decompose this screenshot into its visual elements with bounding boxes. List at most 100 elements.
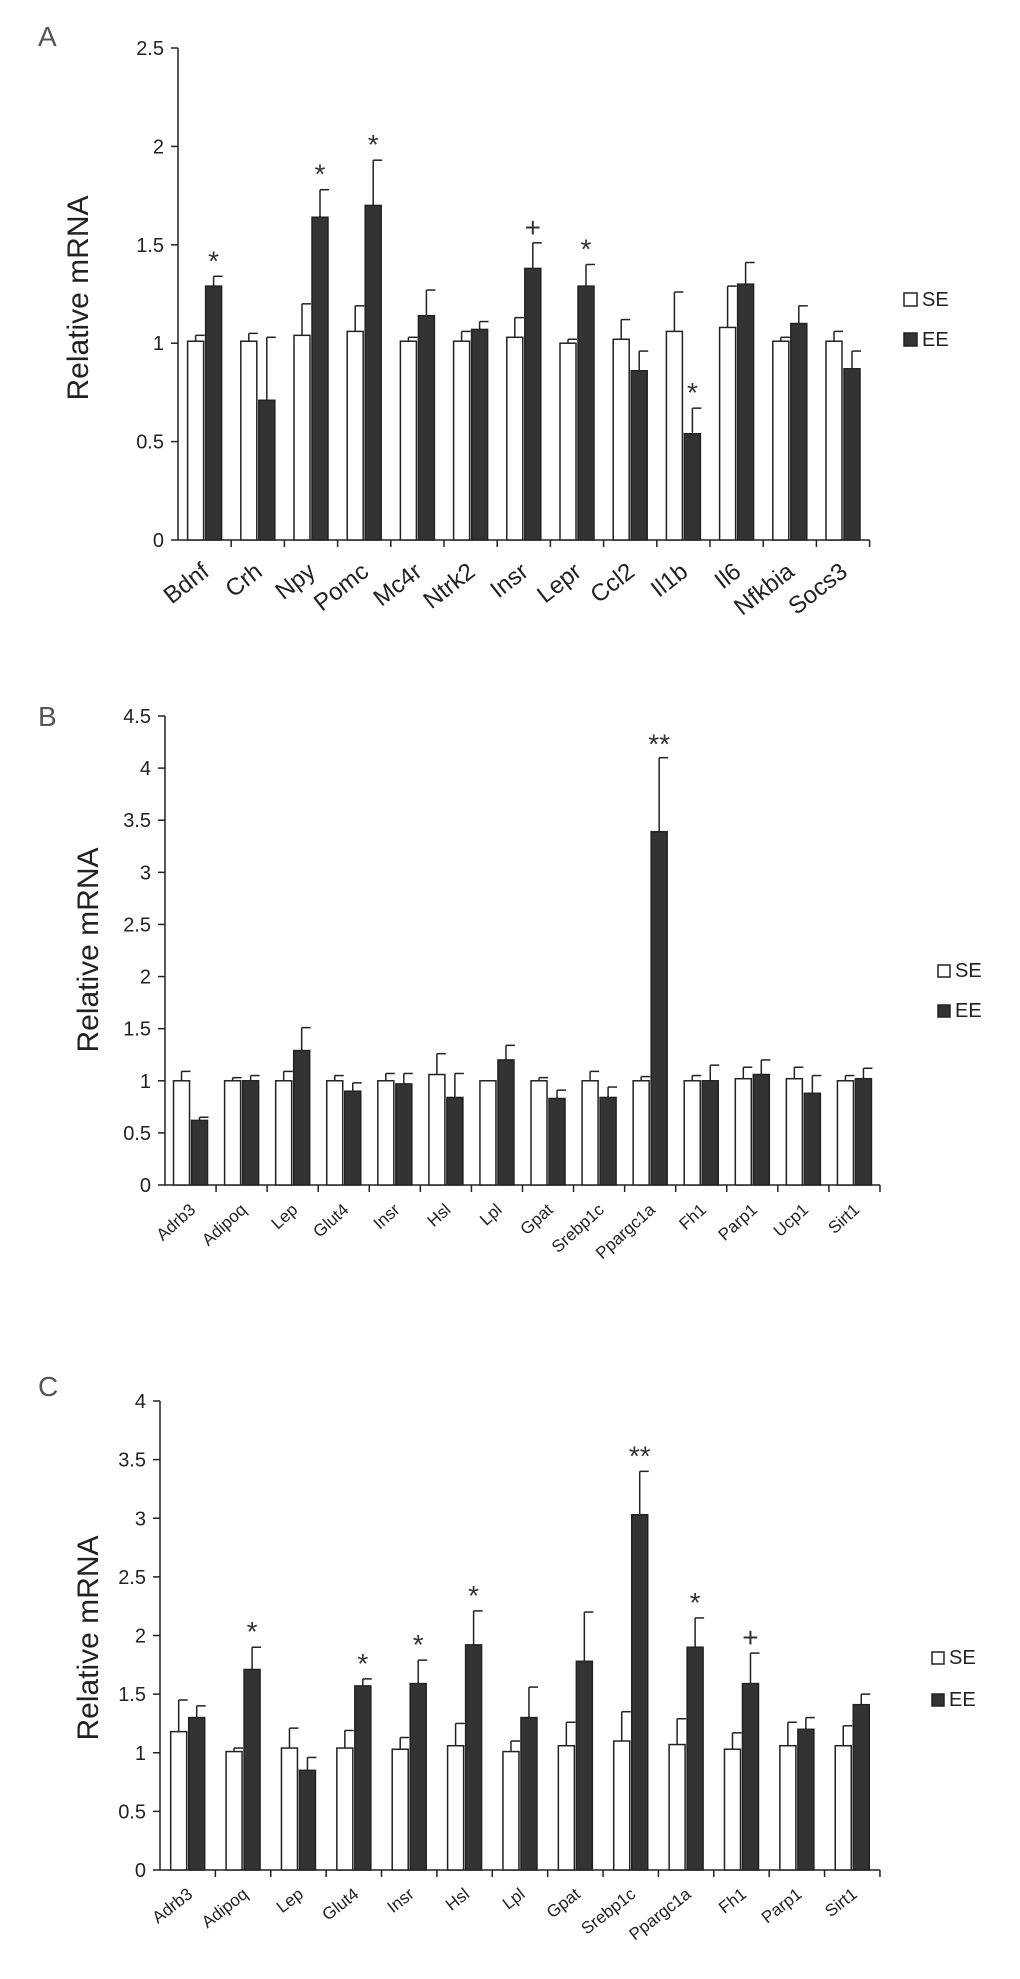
bar-se-lep — [280, 1747, 299, 1871]
bar-ee-parp1 — [752, 1073, 771, 1186]
x-tick-label-a: Lepr — [532, 558, 586, 609]
bar-ee-npy — [311, 216, 329, 541]
y-tick-label-b: 1 — [140, 1071, 151, 1093]
significance-marker: * — [468, 1580, 479, 1611]
y-tick-label-a: 1.5 — [136, 235, 164, 257]
bar-ee-nfkbia — [790, 322, 808, 541]
x-tick-label-a: Insr — [485, 558, 533, 604]
x-tick-label-c: Lep — [273, 1884, 307, 1916]
significance-marker: * — [357, 1648, 368, 1679]
significance-marker: * — [690, 1587, 701, 1618]
legend-swatch-se — [903, 292, 918, 307]
bar-ee-insr — [409, 1682, 427, 1871]
y-tick-label-b: 3 — [140, 862, 151, 884]
y-axis-title-a: Relative mRNA — [62, 195, 95, 400]
bar-se-insr — [377, 1080, 395, 1186]
y-tick-label-c: 1.5 — [118, 1684, 146, 1706]
y-tick-label-b: 0.5 — [123, 1123, 151, 1145]
bar-se-mc4r — [399, 340, 418, 541]
bar-ee-fh1 — [741, 1682, 760, 1871]
legend-swatch-se — [931, 1651, 945, 1665]
y-tick-label-c: 0 — [135, 1860, 146, 1882]
significance-marker: * — [208, 245, 219, 276]
legend-swatch-ee — [931, 1693, 945, 1707]
y-tick-label-a: 1 — [153, 333, 164, 355]
bar-ee-mc4r — [417, 314, 436, 541]
bar-se-adipoq — [223, 1080, 242, 1186]
y-tick-label-b: 2 — [140, 967, 151, 989]
bar-ee-gpat — [575, 1660, 594, 1871]
x-tick-label-a: Crh — [220, 558, 267, 603]
x-tick-label-c: Sirt1 — [821, 1884, 860, 1921]
y-tick-label-b: 4.5 — [123, 706, 151, 728]
bar-ee-adrb3 — [187, 1716, 206, 1871]
bar-se-gpat — [557, 1744, 576, 1871]
y-tick-label-a: 2 — [153, 136, 164, 158]
bar-se-pomc — [346, 330, 364, 541]
x-tick-label-b: Parp1 — [715, 1200, 761, 1244]
bar-se-glut4 — [336, 1747, 354, 1871]
bar-se-ppargc1a — [632, 1080, 650, 1186]
significance-marker: + — [742, 1622, 758, 1653]
bar-se-nfkbia — [772, 340, 790, 541]
bar-ee-ppargc1a — [650, 830, 668, 1186]
bar-se-srebp1c — [581, 1080, 599, 1186]
bar-ee-ucp1 — [803, 1092, 822, 1186]
bar-se-lpl — [479, 1080, 497, 1186]
bar-se-adipoq — [225, 1750, 243, 1871]
panel-label-a: A — [38, 21, 57, 52]
bar-se-il1b — [665, 330, 684, 541]
bar-se-ntrk2 — [452, 340, 471, 541]
bar-ee-lep — [298, 1769, 317, 1871]
x-tick-label-b: Lep — [268, 1200, 302, 1233]
x-tick-label-c: Glut4 — [319, 1884, 363, 1924]
x-tick-label-c: Gpat — [543, 1884, 584, 1922]
bar-ee-ppargc1a — [686, 1646, 704, 1871]
bar-se-adrb3 — [169, 1730, 188, 1871]
x-tick-label-c: Parp1 — [758, 1884, 805, 1927]
bar-se-crh — [240, 340, 258, 541]
x-tick-label-a: Ntrk2 — [418, 558, 480, 615]
bar-ee-pomc — [364, 204, 382, 541]
bar-ee-srebp1c — [630, 1513, 649, 1871]
bar-ee-crh — [258, 399, 276, 541]
bar-ee-bdnf — [204, 285, 223, 541]
x-tick-label-b: Lpl — [476, 1200, 506, 1229]
bar-se-parp1 — [779, 1744, 797, 1871]
x-tick-label-c: Adipoq — [198, 1884, 251, 1932]
y-axis-title-c: Relative mRNA — [72, 1535, 105, 1740]
bar-ee-lepr — [577, 285, 595, 541]
x-tick-label-b: Hsl — [424, 1200, 455, 1231]
significance-marker: * — [247, 1616, 258, 1647]
y-tick-label-c: 2.5 — [118, 1567, 146, 1589]
x-tick-label-b: Glut4 — [310, 1200, 353, 1241]
legend-swatch-se — [937, 964, 951, 978]
bar-se-ccl2 — [612, 338, 630, 541]
bar-ee-sirt1 — [852, 1703, 870, 1871]
y-tick-label-c: 3 — [135, 1508, 146, 1530]
legend-label-se: SE — [949, 1647, 976, 1669]
x-tick-label-c: Lpl — [499, 1884, 529, 1913]
bar-se-lepr — [559, 342, 577, 541]
y-tick-label-a: 0 — [153, 530, 164, 552]
x-tick-label-b: Insr — [370, 1200, 404, 1233]
panel-label-c: C — [38, 1371, 58, 1402]
bar-ee-fh1 — [701, 1080, 719, 1186]
bar-ee-socs3 — [843, 368, 861, 541]
x-tick-label-a: Bdnf — [159, 558, 215, 610]
bar-se-fh1 — [723, 1748, 742, 1871]
bar-ee-adipoq — [243, 1668, 261, 1871]
legend-swatch-ee — [903, 332, 918, 347]
y-tick-label-c: 1 — [135, 1743, 146, 1765]
bar-se-sirt1 — [834, 1744, 852, 1871]
bar-ee-ccl2 — [630, 370, 648, 541]
bar-ee-srebp1c — [599, 1096, 617, 1186]
significance-marker: + — [525, 212, 541, 243]
x-tick-label-a: Mc4r — [368, 558, 427, 612]
bar-ee-lep — [292, 1049, 311, 1186]
bar-se-bdnf — [186, 340, 205, 541]
legend-label-ee: EE — [955, 1000, 982, 1022]
significance-marker: ** — [648, 729, 670, 760]
legend-label-se: SE — [922, 289, 949, 311]
